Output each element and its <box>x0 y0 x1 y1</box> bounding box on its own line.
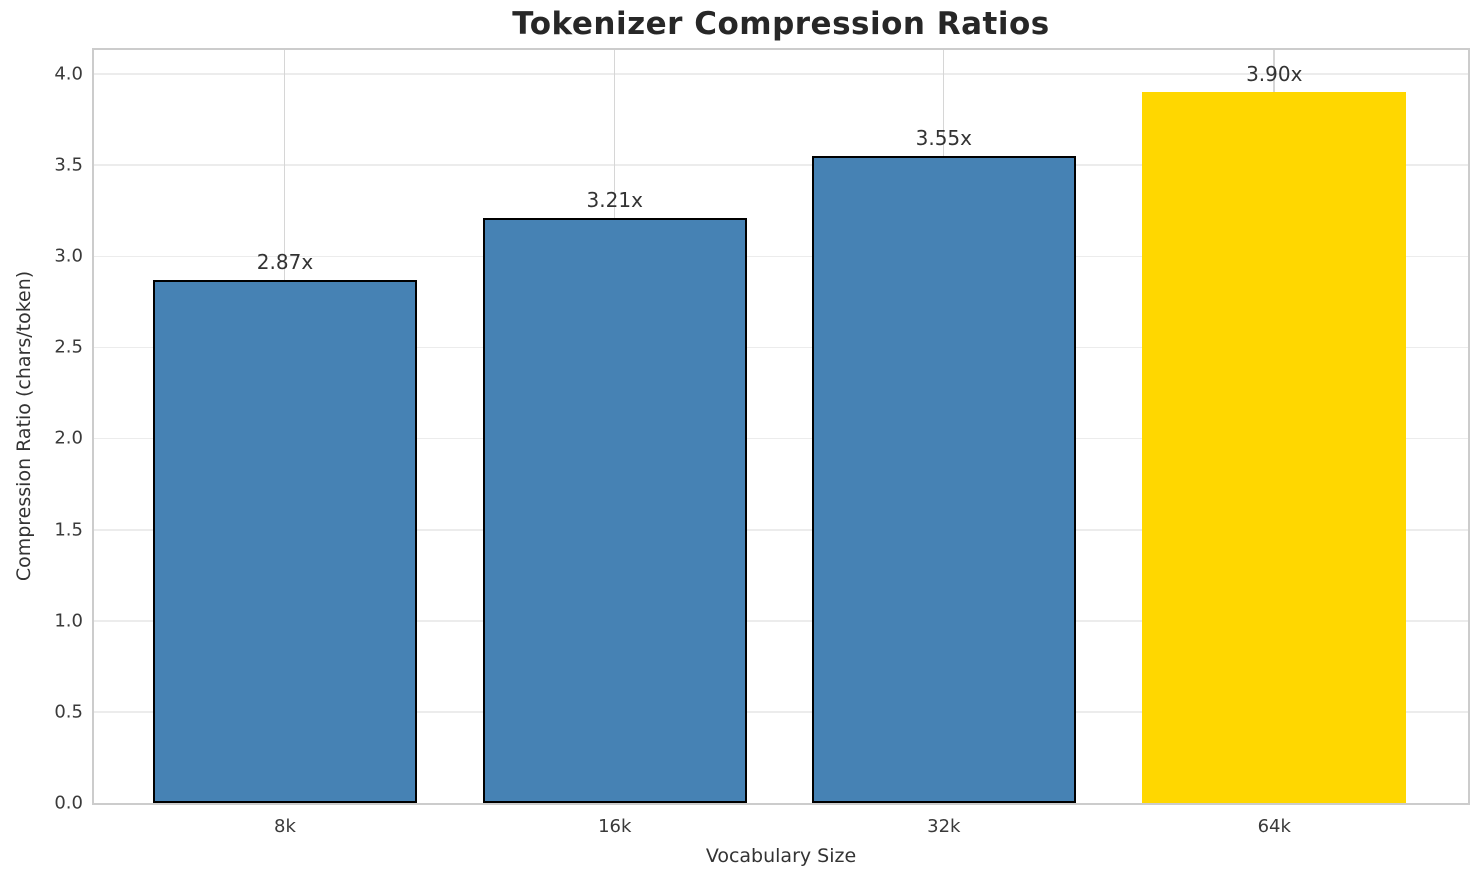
y-tick-label: 3.5 <box>54 154 83 176</box>
horizontal-gridline <box>94 73 1468 75</box>
x-tick-label: 64k <box>1257 816 1291 837</box>
bar-value-label: 2.87x <box>256 249 314 274</box>
horizontal-gridline <box>94 164 1468 166</box>
y-tick-label: 3.0 <box>54 245 83 267</box>
bar-value-label: 3.21x <box>586 187 643 212</box>
plot-area: 0.0 0.5 1.0 1.5 2.0 2.5 3.0 3.5 4.0 2.87x 8k 3.21x 1… <box>54 48 1470 837</box>
horizontal-gridline <box>94 529 1468 531</box>
horizontal-gridline <box>94 711 1468 713</box>
horizontal-gridline <box>94 346 1468 349</box>
bar-16k <box>482 217 747 803</box>
horizontal-gridline <box>94 620 1468 622</box>
bar-8k <box>153 279 417 803</box>
y-tick-label: 0.0 <box>54 792 83 814</box>
y-tick-label: 1.5 <box>54 519 83 541</box>
horizontal-gridline <box>94 437 1468 440</box>
horizontal-gridline <box>94 255 1468 258</box>
y-tick-label: 4.0 <box>54 63 83 85</box>
x-axis-label: Vocabulary Size <box>705 845 857 867</box>
bar-64k <box>1142 91 1407 803</box>
y-tick-label: 1.0 <box>54 610 83 632</box>
chart-title: Tokenizer Compression Ratios <box>512 6 1050 42</box>
bar-value-label: 3.90x <box>1246 61 1303 86</box>
bar-value-label: 3.55x <box>915 125 972 150</box>
y-tick-label: 2.0 <box>54 427 83 449</box>
y-tick-label: 2.5 <box>54 336 83 358</box>
x-tick-label: 16k <box>598 816 632 837</box>
x-tick-label: 8k <box>274 816 296 837</box>
y-tick-label: 0.5 <box>54 701 83 723</box>
x-tick-label: 32k <box>927 816 961 837</box>
y-axis-label: Compression Ratio (chars/token) <box>13 270 35 582</box>
bar-32k <box>811 155 1076 803</box>
